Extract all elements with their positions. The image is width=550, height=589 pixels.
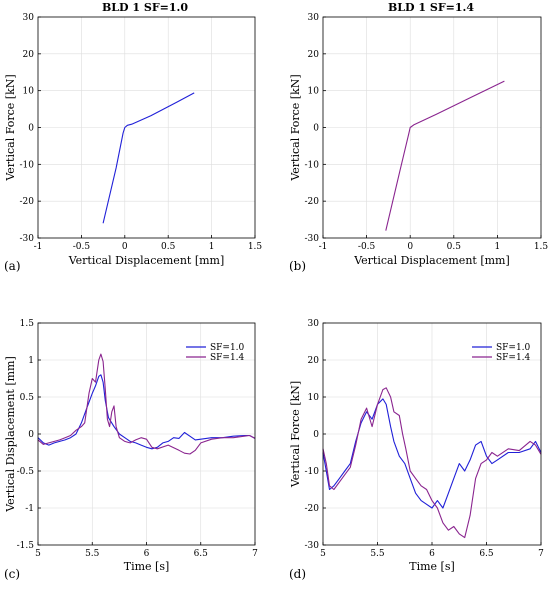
legend: SF=1.0 SF=1.4 bbox=[472, 343, 531, 363]
panel-letter: (d) bbox=[289, 567, 306, 581]
tick-labels: 5 5.5 6 6.5 7 -1.5 -1 -0.5 0 0.5 1 1.5 bbox=[17, 319, 258, 559]
y-tick-label: 0 bbox=[28, 430, 34, 440]
tick-labels: -1 -0.5 0 0.5 1 1.5 -30 -20 -10 0 10 20 30 bbox=[20, 13, 263, 252]
y-tick-label: 30 bbox=[308, 319, 320, 329]
series-line-sf-1-4 bbox=[37, 353, 256, 455]
y-tick-label: 1 bbox=[28, 356, 34, 366]
y-tick-label: -20 bbox=[20, 197, 35, 207]
series-line-sf-1-0 bbox=[322, 398, 542, 509]
panel-c: 5 5.5 6 6.5 7 -1.5 -1 -0.5 0 0.5 1 1.5 SF=1.0 SF=1.… bbox=[4, 319, 258, 581]
x-tick-label: 6 bbox=[429, 549, 435, 559]
x-tick-label: 0.5 bbox=[447, 242, 462, 252]
x-tick-label: 0 bbox=[122, 242, 128, 252]
y-tick-label: -1 bbox=[25, 504, 34, 514]
y-tick-label: 30 bbox=[308, 13, 320, 23]
panel-letter: (a) bbox=[4, 259, 21, 273]
grid bbox=[323, 323, 541, 545]
y-tick-label: 0 bbox=[28, 124, 34, 134]
x-tick-label: -1 bbox=[319, 242, 328, 252]
y-axis-label: Vertical Displacement [mm] bbox=[4, 356, 17, 513]
legend: SF=1.0 SF=1.4 bbox=[186, 343, 245, 363]
panel-a: BLD 1 SF=1.0 -1 -0.5 0 0.5 1 1.5 -30 -20 -10 0 10 2… bbox=[4, 1, 262, 273]
series-layer bbox=[37, 353, 256, 455]
legend-label-sf10: SF=1.0 bbox=[496, 343, 531, 353]
x-axis-label: Vertical Displacement [mm] bbox=[353, 254, 510, 267]
y-tick-label: 10 bbox=[308, 87, 320, 97]
panel-letter: (c) bbox=[4, 567, 20, 581]
chart-title: BLD 1 SF=1.0 bbox=[102, 1, 188, 14]
x-tick-label: 1 bbox=[495, 242, 501, 252]
x-axis-label: Vertical Displacement [mm] bbox=[68, 254, 225, 267]
x-tick-label: 1.5 bbox=[248, 242, 263, 252]
legend-label-sf14: SF=1.4 bbox=[210, 353, 245, 363]
y-tick-label: -30 bbox=[305, 541, 320, 551]
x-tick-label: 7 bbox=[538, 549, 544, 559]
y-tick-label: -0.5 bbox=[17, 467, 35, 477]
y-tick-label: 20 bbox=[308, 356, 320, 366]
y-tick-label: 0 bbox=[313, 430, 319, 440]
y-axis-label: Vertical Force [kN] bbox=[289, 74, 302, 181]
y-tick-label: -1.5 bbox=[17, 541, 35, 551]
x-tick-label: -1 bbox=[34, 242, 43, 252]
tick-labels: -1 -0.5 0 0.5 1 1.5 -30 -20 -10 0 10 20 30 bbox=[305, 13, 549, 252]
y-tick-label: -20 bbox=[305, 197, 320, 207]
y-axis-label: Vertical Force [kN] bbox=[4, 74, 17, 181]
grid bbox=[38, 17, 255, 238]
y-tick-label: 30 bbox=[23, 13, 35, 23]
grid bbox=[323, 17, 541, 238]
x-axis-label: Time [s] bbox=[124, 560, 170, 573]
y-tick-label: 20 bbox=[23, 50, 35, 60]
y-tick-label: 1.5 bbox=[20, 319, 35, 329]
y-tick-label: 0 bbox=[313, 124, 319, 134]
y-tick-label: -30 bbox=[20, 234, 35, 244]
x-tick-label: 7 bbox=[252, 549, 258, 559]
y-tick-label: -30 bbox=[305, 234, 320, 244]
y-tick-label: 20 bbox=[308, 50, 320, 60]
x-tick-label: 1 bbox=[209, 242, 215, 252]
legend-label-sf14: SF=1.4 bbox=[496, 353, 531, 363]
y-axis-label: Vertical Force [kN] bbox=[289, 381, 302, 488]
y-tick-label: -20 bbox=[305, 504, 320, 514]
series-layer bbox=[385, 80, 505, 231]
x-tick-label: 5 bbox=[35, 549, 41, 559]
x-tick-label: 6.5 bbox=[479, 549, 494, 559]
chart-title: BLD 1 SF=1.4 bbox=[388, 1, 474, 14]
x-tick-label: 6 bbox=[144, 549, 150, 559]
x-tick-label: 5.5 bbox=[370, 549, 385, 559]
x-tick-label: -0.5 bbox=[358, 242, 376, 252]
y-tick-label: -10 bbox=[305, 160, 320, 170]
x-tick-label: 0 bbox=[407, 242, 413, 252]
grid bbox=[38, 323, 255, 545]
series-line-curve-0 bbox=[102, 92, 195, 224]
x-tick-label: 5.5 bbox=[85, 549, 100, 559]
y-tick-label: 0.5 bbox=[20, 393, 35, 403]
x-tick-label: 6.5 bbox=[194, 549, 209, 559]
series-layer bbox=[102, 92, 195, 224]
y-tick-label: 10 bbox=[308, 393, 320, 403]
tick-labels: 5 5.5 6 6.5 7 -30 -20 -10 0 10 20 30 bbox=[305, 319, 545, 559]
x-tick-label: 0.5 bbox=[161, 242, 176, 252]
y-tick-label: -10 bbox=[305, 467, 320, 477]
series-line-sf-1-4 bbox=[322, 387, 542, 539]
y-tick-label: -10 bbox=[20, 160, 35, 170]
series-line-sf-1-0 bbox=[37, 374, 256, 450]
legend-label-sf10: SF=1.0 bbox=[210, 343, 245, 353]
x-tick-label: 1.5 bbox=[534, 242, 549, 252]
x-axis-label: Time [s] bbox=[409, 560, 455, 573]
series-line-curve-0 bbox=[385, 80, 505, 231]
x-tick-label: -0.5 bbox=[73, 242, 91, 252]
series-layer bbox=[322, 387, 542, 539]
y-tick-label: 10 bbox=[23, 87, 35, 97]
x-tick-label: 5 bbox=[320, 549, 326, 559]
panel-letter: (b) bbox=[289, 259, 306, 273]
panel-b: BLD 1 SF=1.4 -1 -0.5 0 0.5 1 1.5 -30 -20 -10 0 10 2… bbox=[289, 1, 548, 273]
